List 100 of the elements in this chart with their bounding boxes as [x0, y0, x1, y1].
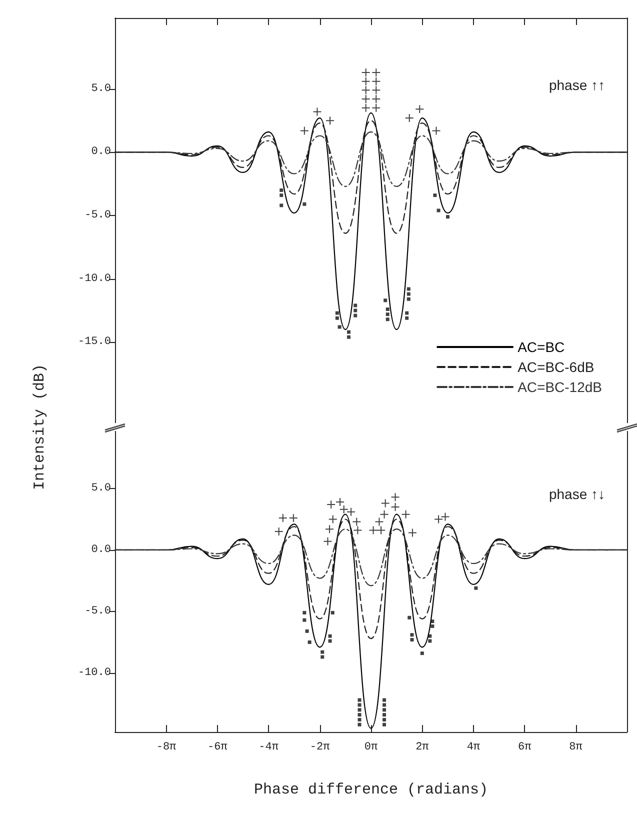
y-tick-label: -5.0 [84, 210, 111, 222]
point [377, 526, 386, 534]
text: AC=BC-12dB [518, 379, 602, 395]
point [410, 633, 414, 637]
point [338, 325, 342, 329]
point [474, 586, 478, 590]
point [326, 525, 334, 534]
point [328, 634, 332, 638]
point [391, 502, 400, 511]
x-tick-label: 4π [466, 742, 480, 754]
point [372, 104, 380, 112]
point [372, 95, 380, 104]
point [335, 316, 339, 320]
point [420, 652, 424, 656]
point [330, 610, 334, 614]
point [326, 116, 334, 125]
point [386, 312, 390, 316]
point [280, 204, 284, 208]
point [354, 308, 358, 312]
point [313, 108, 322, 116]
point [358, 722, 362, 726]
point [347, 508, 356, 516]
point [305, 629, 309, 633]
point [408, 616, 412, 620]
point [354, 304, 358, 308]
point [430, 624, 434, 628]
point [382, 703, 386, 707]
point [358, 713, 362, 717]
x-axis-title: Phase difference (radians) [254, 782, 488, 798]
x-tick-label: 8π [569, 742, 583, 754]
annotation: phase ↑↓ [548, 486, 606, 502]
point [347, 330, 351, 334]
point [386, 318, 390, 322]
point [436, 208, 440, 212]
point [358, 703, 362, 707]
point [280, 188, 284, 192]
point [302, 618, 306, 622]
point [406, 297, 410, 301]
line-series [114, 528, 628, 586]
annotation: phase ↑↑ [548, 77, 606, 93]
point [382, 713, 386, 717]
point [362, 68, 370, 76]
point [402, 510, 410, 518]
x-tick-label: -8π [156, 742, 177, 754]
point [327, 500, 336, 508]
x-tick-label: -4π [258, 742, 279, 754]
point [380, 510, 388, 518]
point [358, 698, 362, 702]
point [384, 298, 388, 302]
point [302, 202, 306, 206]
point [358, 708, 362, 712]
point [320, 650, 324, 654]
point [300, 126, 308, 135]
point [406, 287, 410, 291]
point [405, 316, 409, 320]
point [335, 311, 339, 315]
point [328, 639, 332, 643]
y-tick-label: 0.0 [91, 544, 111, 556]
text: AC=BC [518, 339, 565, 355]
point [362, 86, 370, 94]
text: AC=BC-6dB [518, 359, 594, 375]
point [358, 718, 362, 722]
point [405, 311, 409, 315]
point [362, 95, 370, 104]
point [289, 514, 298, 522]
point [362, 77, 370, 86]
point [372, 77, 380, 86]
point [308, 640, 312, 644]
x-tick-label: -6π [208, 742, 228, 754]
point [352, 518, 361, 526]
point [441, 512, 450, 521]
y-tick-label: 0.0 [91, 146, 111, 158]
point [408, 528, 416, 537]
point [434, 515, 443, 524]
point [382, 698, 386, 702]
point [405, 114, 414, 122]
y-tick-label: -10.0 [78, 666, 111, 679]
point [328, 515, 337, 524]
point [320, 655, 324, 659]
line-series [114, 131, 628, 187]
y-tick-label: 5.0 [91, 482, 111, 494]
point [324, 537, 332, 546]
point [446, 215, 450, 219]
point [362, 104, 370, 112]
point [382, 718, 386, 722]
y-tick-label: -15.0 [78, 336, 111, 348]
point [372, 86, 380, 94]
point [354, 314, 358, 318]
point [416, 105, 424, 114]
point [381, 499, 390, 508]
point [375, 518, 384, 526]
point [354, 526, 362, 534]
point [336, 498, 344, 506]
point [274, 528, 283, 536]
x-tick-label: 0π [364, 742, 378, 754]
point [428, 639, 432, 643]
y-tick-label: 5.0 [91, 82, 111, 95]
point [302, 610, 306, 614]
point [386, 307, 390, 311]
y-axis-title: Intensity (dB) [32, 364, 48, 490]
